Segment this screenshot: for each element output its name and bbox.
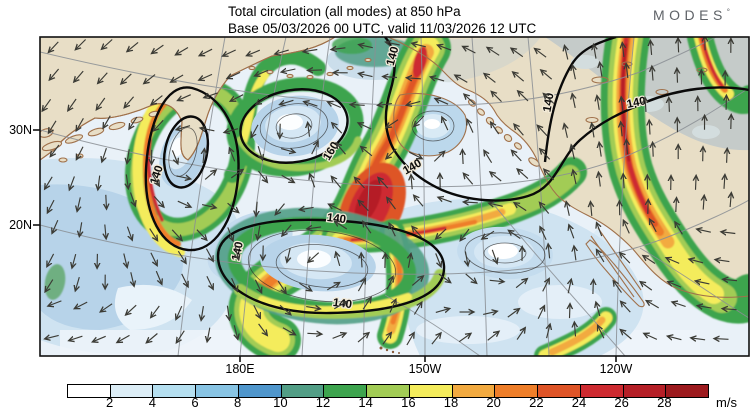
colorbar — [67, 384, 709, 398]
lat-label-20N: 20N — [2, 218, 32, 232]
contour-label: 140 — [326, 212, 347, 226]
colorbar-cell — [68, 385, 110, 397]
colorbar-cell — [665, 385, 708, 397]
colorbar-cell — [195, 385, 238, 397]
lon-label-180E: 180E — [225, 362, 254, 376]
lon-label-150W: 150W — [409, 362, 442, 376]
colorbar-cell — [110, 385, 153, 397]
colorbar-cell — [152, 385, 195, 397]
lon-label-120W: 120W — [600, 362, 633, 376]
lat-label-30N: 30N — [2, 123, 32, 137]
